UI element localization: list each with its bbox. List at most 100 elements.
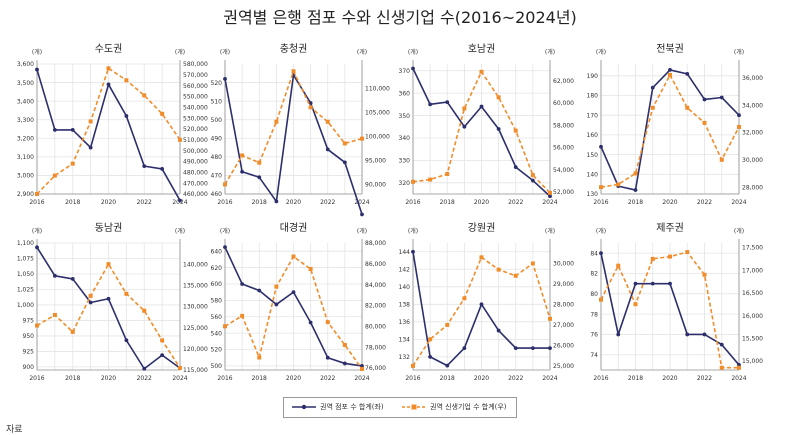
branch-count-point <box>479 104 484 109</box>
branch-count-point <box>685 71 690 76</box>
startup-count-point <box>291 254 296 259</box>
x-tick-label: 2016 <box>405 199 420 206</box>
right-tick-label: 84,000 <box>365 282 386 289</box>
startup-count-point <box>35 323 39 328</box>
branch-count-point <box>274 199 279 204</box>
startup-count-point <box>52 312 57 317</box>
x-tick-label: 2016 <box>29 375 44 382</box>
startup-count-point <box>496 95 501 100</box>
branch-count-point <box>548 346 552 351</box>
right-tick-label: 16,500 <box>742 290 763 297</box>
branch-count-point <box>308 101 313 105</box>
startup-count-point <box>479 255 484 260</box>
left-tick-label: 560 <box>211 314 223 321</box>
branch-count-point <box>650 281 655 286</box>
branch-count-point <box>240 169 245 174</box>
left-tick-label: 1,075 <box>17 256 34 263</box>
left-tick-label: 460 <box>211 191 223 198</box>
startup-count-point <box>360 136 364 141</box>
right-tick-label: 27,000 <box>553 322 574 329</box>
right-unit-label: (개) <box>175 227 185 235</box>
left-tick-label: 1,050 <box>17 271 34 278</box>
branch-count-point <box>160 167 165 171</box>
x-tick-label: 2018 <box>628 375 643 382</box>
startup-count-line-전북권 <box>600 74 740 188</box>
branch-count-point <box>106 296 111 301</box>
right-tick-label: 32,000 <box>742 130 763 137</box>
left-unit-label: (개) <box>408 227 418 235</box>
branch-count-point <box>52 128 57 132</box>
x-tick-label: 2016 <box>29 199 44 206</box>
left-tick-label: 3,200 <box>17 135 34 142</box>
left-tick-label: 3,400 <box>17 98 34 105</box>
x-tick-label: 2024 <box>172 375 187 382</box>
startup-count-point <box>411 179 415 184</box>
startup-count-point <box>702 120 707 125</box>
right-tick-label: 100,000 <box>365 133 390 140</box>
x-tick-label: 2016 <box>405 375 420 382</box>
branch-count-point <box>360 212 364 217</box>
left-tick-label: 520 <box>211 80 223 87</box>
right-tick-label: 580,000 <box>183 61 208 68</box>
right-tick-label: 16,000 <box>742 313 763 320</box>
panel-title: 충청권 <box>280 43 308 55</box>
panel-title: 호남권 <box>468 43 496 55</box>
x-tick-label: 2018 <box>65 375 80 382</box>
right-tick-label: 29,000 <box>553 281 574 288</box>
branch-count-point <box>70 128 75 132</box>
branch-count-point <box>88 145 93 150</box>
startup-count-point <box>668 72 672 77</box>
startup-count-point <box>160 111 165 116</box>
left-tick-label: 84 <box>590 250 598 257</box>
right-unit-label: (개) <box>734 227 744 235</box>
right-tick-label: 570,000 <box>183 72 208 79</box>
startup-count-point <box>240 313 245 318</box>
x-tick-label: 2016 <box>217 199 232 206</box>
startup-count-point <box>160 338 165 343</box>
legend: 권역 점포 수 합계(좌) 권역 신생기업 수 합계(우) <box>283 397 517 418</box>
right-tick-label: 15,000 <box>742 358 763 365</box>
left-tick-label: 510 <box>211 98 223 105</box>
left-tick-label: 150 <box>587 152 599 159</box>
right-tick-label: 125,000 <box>183 325 208 332</box>
branch-count-point <box>223 245 227 249</box>
right-tick-label: 130,000 <box>183 304 208 311</box>
panel-7: 132 134 136 138 140 142 144 25,000 26,000 27,000 2… <box>399 222 575 382</box>
left-tick-label: 620 <box>211 265 223 272</box>
branch-count-point <box>513 165 518 170</box>
left-tick-label: 180 <box>587 93 599 100</box>
left-tick-label: 490 <box>211 135 223 142</box>
x-tick-label: 2022 <box>320 199 335 206</box>
right-tick-label: 82,000 <box>365 303 386 310</box>
panel-title: 제주권 <box>656 222 684 234</box>
branch-count-point <box>240 282 245 286</box>
left-tick-label: 350 <box>399 113 411 120</box>
right-tick-label: 550,000 <box>183 94 208 101</box>
branch-count-point <box>178 198 182 203</box>
left-unit-label: (개) <box>596 227 606 235</box>
startup-count-point <box>633 302 638 307</box>
branch-count-point <box>88 300 93 305</box>
branch-count-point <box>160 353 165 358</box>
startup-count-point <box>719 157 724 162</box>
left-tick-label: 1,000 <box>17 302 34 309</box>
left-tick-label: 142 <box>399 266 411 273</box>
branch-count-point <box>106 82 111 87</box>
startup-count-point <box>737 124 741 129</box>
left-tick-label: 1,025 <box>17 287 34 294</box>
right-tick-label: 540,000 <box>183 105 208 112</box>
startup-count-point <box>411 363 415 368</box>
branch-count-point <box>223 76 227 81</box>
startup-count-point <box>548 316 552 321</box>
x-tick-label: 2022 <box>137 199 152 206</box>
x-tick-label: 2016 <box>593 375 608 382</box>
startup-count-point <box>274 284 279 289</box>
right-tick-label: 90,000 <box>365 182 386 189</box>
x-tick-label: 2016 <box>593 199 608 206</box>
left-tick-label: 580 <box>211 298 223 305</box>
branch-count-point <box>308 320 313 325</box>
left-tick-label: 80 <box>590 291 598 298</box>
legend-label-left: 권역 점포 수 합계(좌) <box>320 403 384 411</box>
panel-6: 500 520 540 560 580 600 620 640 76,000 78,000 80,0… <box>211 221 387 382</box>
right-tick-label: 460,000 <box>183 191 208 198</box>
